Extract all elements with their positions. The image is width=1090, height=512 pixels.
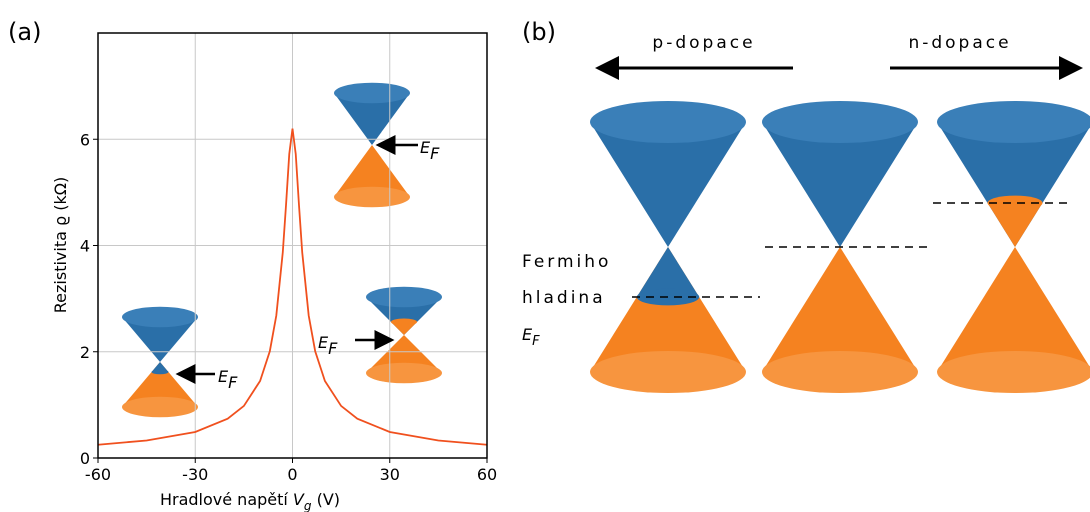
annotation: EF (218, 367, 238, 392)
x-tick-label: 0 (287, 465, 297, 484)
y-tick-label: 0 (80, 449, 90, 468)
fermi-word: hladina (522, 288, 606, 308)
cone-top (590, 100, 746, 144)
annotation: EF (420, 138, 440, 163)
cone-upper (937, 122, 1090, 247)
p-label: p-dopace (652, 33, 755, 53)
cone-upper (590, 122, 746, 247)
cone-bottom (334, 186, 410, 208)
panel-label: (b) (522, 18, 556, 46)
panel-label: (a) (8, 18, 41, 46)
annotation-var: E (318, 333, 329, 352)
cone-top (937, 100, 1090, 144)
cone-bottom (366, 362, 442, 384)
cone-upper (366, 297, 442, 335)
cone-fill (391, 322, 417, 335)
annotation-var: E (420, 138, 431, 157)
annotation-sub: F (328, 339, 338, 358)
fermi-word: Fermiho (522, 252, 611, 272)
y-tick-label: 2 (80, 343, 90, 362)
cone-upper (762, 122, 918, 247)
cone-top (762, 100, 918, 144)
x-tick-label: 60 (477, 465, 497, 484)
cone-lower (762, 247, 918, 372)
data-line (97, 128, 488, 446)
annotation-sub: F (430, 144, 440, 163)
cone-upper (122, 317, 198, 362)
cone-fill (151, 362, 169, 372)
x-tick-label: 30 (380, 465, 400, 484)
cone-top (334, 82, 410, 104)
y-tick-label: 4 (80, 237, 90, 256)
cone-top (366, 286, 442, 308)
cone-fill (636, 247, 700, 297)
cone-bottom (937, 350, 1090, 394)
cones (122, 82, 1090, 418)
cone-upper (334, 93, 410, 145)
fermi-symbol: EF (522, 325, 540, 349)
cone-fill (987, 203, 1043, 247)
cone-fill-top (151, 369, 169, 375)
cone-lower (366, 335, 442, 373)
n-label: n-dopace (908, 33, 1011, 53)
x-axis-label: Hradlové napětí Vg (V) (160, 490, 340, 512)
plot-frame (97, 32, 488, 459)
y-tick-label: 6 (80, 130, 90, 149)
cone-bottom (590, 350, 746, 394)
cone-lower (937, 247, 1090, 372)
annotation-sub: F (228, 373, 238, 392)
cone-fill-top (987, 195, 1043, 211)
annotation: EF (318, 333, 338, 358)
cone-lower (122, 362, 198, 407)
cone-lower (590, 247, 746, 372)
cone-top (122, 306, 198, 328)
x-tick-label: -60 (85, 465, 111, 484)
cone-bottom (762, 350, 918, 394)
y-axis-label: Rezistivita ϱ (kΩ) (51, 177, 70, 313)
cone-bottom (122, 396, 198, 418)
cone-lower (334, 145, 410, 197)
cone-fill-top (391, 318, 417, 326)
annotation-var: E (218, 367, 229, 386)
x-tick-label: -30 (182, 465, 208, 484)
fermi-lines (632, 202, 1072, 298)
